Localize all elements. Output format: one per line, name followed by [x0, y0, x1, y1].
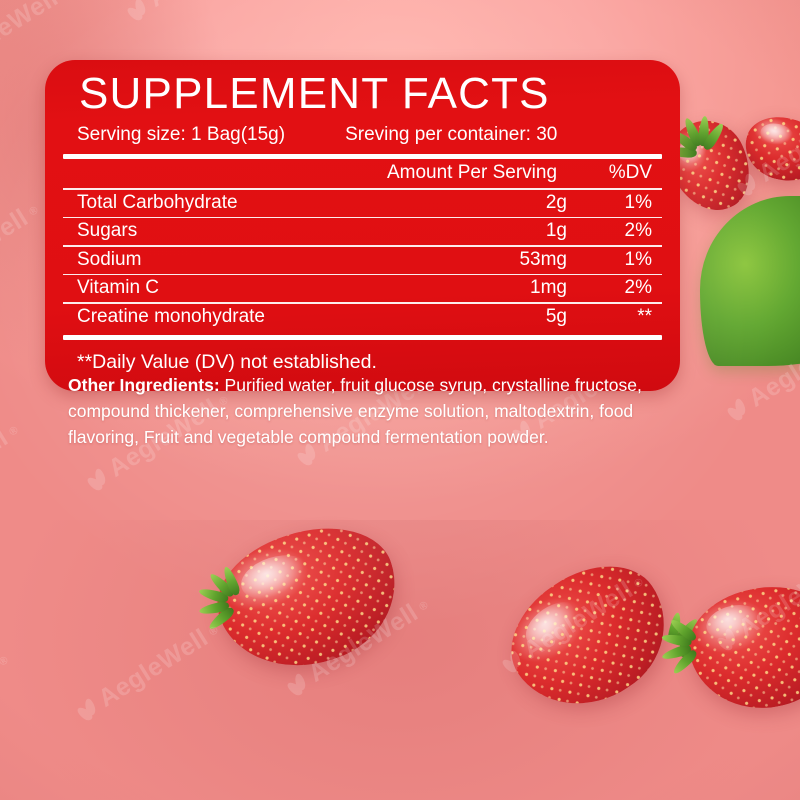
footer-divider-thick: [63, 334, 662, 340]
nutrient-name: Vitamin C: [77, 277, 160, 298]
table-row: Sugars 1g 2%: [63, 218, 662, 245]
table-header-divider-row: [63, 188, 662, 190]
header-divider-thick: [63, 154, 662, 159]
nutrient-amount: 1mg: [530, 277, 567, 298]
other-ingredients-block: Other Ingredients: Purified water, fruit…: [68, 372, 648, 450]
nutrient-amount: 2g: [545, 191, 567, 213]
supplement-facts-title: SUPPLEMENT FACTS: [79, 69, 550, 118]
daily-value-footnote: **Daily Value (DV) not established.: [77, 350, 377, 373]
table-header-row: Amount Per Serving %DV: [63, 159, 662, 188]
nutrient-name: Sodium: [77, 248, 142, 270]
nutrient-name: Creatine monohydrate: [77, 305, 265, 327]
row-divider: [63, 216, 662, 218]
table-header-blank: [63, 159, 377, 188]
nutrient-dv: 2%: [624, 220, 652, 241]
table-row: Vitamin C 1mg 2%: [63, 275, 662, 302]
nutrient-dv: 1%: [624, 248, 652, 270]
nutrient-dv: 1%: [624, 191, 652, 213]
nutrient-dv: 2%: [624, 277, 652, 298]
nutrient-name: Sugars: [77, 220, 138, 241]
nutrient-amount: 1g: [545, 220, 567, 241]
servings-per-container-text: Sreving per container: 30: [345, 124, 558, 145]
nutrient-dv: **: [637, 305, 652, 327]
nutrient-amount: 53mg: [519, 248, 567, 270]
row-divider: [63, 245, 662, 247]
serving-size-text: Serving size: 1 Bag(15g): [77, 124, 286, 145]
row-divider: [63, 273, 662, 275]
table-row: Creatine monohydrate 5g **: [63, 304, 662, 331]
table-row: Total Carbohydrate 2g 1%: [63, 190, 662, 217]
nutrition-table: Amount Per Serving %DV Total Carbohydrat…: [63, 159, 662, 331]
other-ingredients-heading: Other Ingredients:: [68, 375, 220, 395]
supplement-facts-panel: SUPPLEMENT FACTS Serving size: 1 Bag(15g…: [45, 60, 680, 391]
serving-info-row: Serving size: 1 Bag(15g) Sreving per con…: [63, 120, 662, 150]
nutrient-name: Total Carbohydrate: [77, 191, 238, 213]
other-ingredients-body: Purified water, fruit glucose syrup, cry…: [68, 375, 642, 447]
table-row: Sodium 53mg 1%: [63, 247, 662, 274]
row-divider: [63, 302, 662, 304]
table-header-amount: Amount Per Serving: [386, 162, 558, 183]
table-header-dv: %DV: [608, 162, 652, 183]
nutrient-amount: 5g: [545, 305, 567, 327]
